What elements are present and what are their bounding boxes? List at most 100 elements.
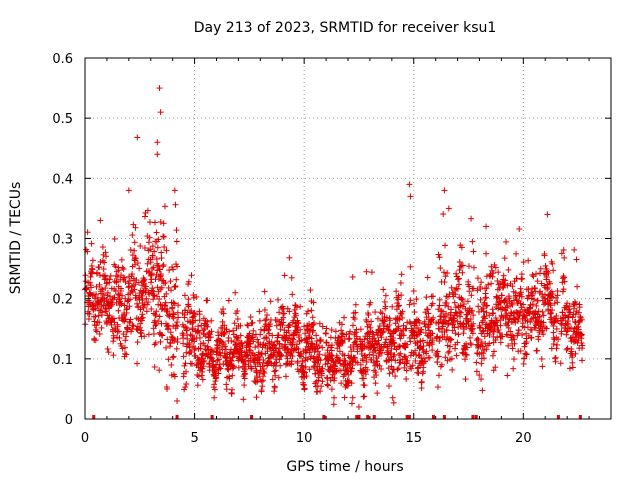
- data-point: [332, 328, 339, 335]
- data-point: [190, 313, 197, 320]
- x-tick-label: 0: [81, 431, 89, 446]
- data-point: [169, 354, 176, 361]
- data-point: [520, 360, 527, 367]
- data-point: [92, 305, 99, 312]
- data-point: [560, 274, 567, 281]
- data-point: [211, 394, 218, 401]
- x-axis-label: GPS time / hours: [286, 459, 403, 475]
- data-point: [504, 322, 511, 329]
- data-point: [151, 219, 158, 226]
- data-point: [208, 328, 215, 335]
- data-point: [262, 317, 269, 324]
- data-point: [147, 246, 154, 253]
- data-point: [215, 332, 222, 339]
- data-point: [452, 330, 459, 337]
- data-point: [325, 382, 332, 389]
- data-point: [211, 381, 218, 388]
- data-point: [253, 394, 260, 401]
- data-point: [457, 263, 464, 270]
- data-point: [199, 376, 206, 383]
- data-point: [157, 218, 164, 225]
- data-point: [122, 337, 129, 344]
- data-point: [516, 225, 523, 232]
- data-point: [121, 302, 128, 309]
- data-point: [175, 302, 182, 309]
- data-point: [87, 273, 94, 280]
- data-point: [160, 220, 167, 227]
- data-point: [155, 318, 162, 325]
- data-point: [131, 247, 138, 254]
- data-point: [129, 271, 136, 278]
- data-point: [550, 329, 557, 336]
- data-point: [211, 386, 218, 393]
- data-point: [200, 327, 207, 334]
- data-point: [469, 238, 476, 245]
- data-point: [146, 291, 153, 298]
- data-point: [145, 239, 152, 246]
- data-point: [468, 215, 475, 222]
- y-tick-label: 0.4: [52, 172, 73, 187]
- data-point: [88, 284, 95, 291]
- data-point: [483, 285, 490, 292]
- data-point: [554, 341, 561, 348]
- data-point: [445, 303, 452, 310]
- data-point: [152, 322, 159, 329]
- data-point: [158, 249, 165, 256]
- data-point: [183, 349, 190, 356]
- data-point: [234, 316, 241, 323]
- data-point: [85, 316, 92, 323]
- data-point: [339, 330, 346, 337]
- data-point: [167, 278, 174, 285]
- data-point: [467, 334, 474, 341]
- data-point: [240, 396, 247, 403]
- data-point: [307, 287, 314, 294]
- data-point: [339, 351, 346, 358]
- data-point: [467, 340, 474, 347]
- y-tick-label: 0.6: [52, 52, 73, 67]
- data-point: [378, 366, 385, 373]
- data-point: [102, 249, 109, 256]
- data-point: [153, 271, 160, 278]
- data-point: [98, 290, 105, 297]
- data-point: [198, 372, 205, 379]
- data-point: [82, 272, 89, 279]
- data-point: [403, 376, 410, 383]
- data-point: [468, 341, 475, 348]
- data-point: [84, 229, 91, 236]
- data-point: [207, 334, 214, 341]
- data-point: [319, 378, 326, 385]
- data-point: [163, 290, 170, 297]
- data-point: [537, 265, 544, 272]
- data-point: [103, 280, 110, 287]
- data-point: [485, 281, 492, 288]
- data-point: [118, 301, 125, 308]
- data-point: [160, 261, 167, 268]
- data-point: [154, 151, 161, 158]
- data-point: [196, 329, 203, 336]
- data-point: [411, 309, 418, 316]
- data-point: [557, 360, 564, 367]
- data-point: [184, 335, 191, 342]
- data-point: [92, 337, 99, 344]
- data-point: [158, 331, 165, 338]
- data-point: [252, 344, 259, 351]
- data-point: [140, 304, 147, 311]
- data-point: [123, 309, 130, 316]
- data-point: [440, 269, 447, 276]
- data-point: [137, 320, 144, 327]
- data-point: [579, 357, 586, 364]
- data-point: [228, 337, 235, 344]
- data-point: [168, 287, 175, 294]
- data-point: [186, 309, 193, 316]
- data-point: [406, 301, 413, 308]
- data-point: [185, 278, 192, 285]
- data-point: [130, 221, 137, 228]
- data-point: [147, 259, 154, 266]
- data-point: [168, 333, 175, 340]
- data-point: [347, 368, 354, 375]
- data-point: [258, 378, 265, 385]
- data-point: [215, 342, 222, 349]
- data-point: [194, 382, 201, 389]
- data-point: [288, 274, 295, 281]
- data-point: [153, 229, 160, 236]
